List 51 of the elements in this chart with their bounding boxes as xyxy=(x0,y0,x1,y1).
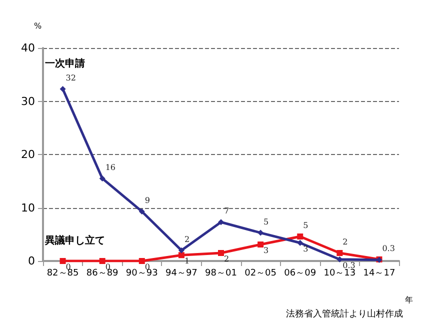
y-tick-label: 10 xyxy=(21,201,35,214)
point xyxy=(178,252,184,258)
data-label: 5 xyxy=(303,221,308,230)
point xyxy=(258,230,264,236)
data-label: 7 xyxy=(224,206,230,216)
data-label: 9 xyxy=(144,196,150,205)
x-tick-label: 06～09 xyxy=(284,268,316,278)
x-tick-label: 14～17 xyxy=(363,268,396,278)
point xyxy=(60,86,66,92)
point xyxy=(258,241,264,248)
data-label: 16 xyxy=(105,162,116,172)
x-tick-label: 10～13 xyxy=(324,268,356,278)
point xyxy=(297,234,304,240)
x-tick-label: 86～89 xyxy=(86,268,119,278)
data-label: 5 xyxy=(264,217,269,226)
x-tick-label: 02～05 xyxy=(244,268,277,278)
x-tick-label: 94～97 xyxy=(165,268,198,278)
point xyxy=(138,258,145,264)
x-tick-label: 98～01 xyxy=(205,268,237,278)
data-label: 3 xyxy=(303,244,308,254)
data-label: 0 xyxy=(66,262,71,272)
data-label: 2 xyxy=(184,234,190,244)
text: 一次申請 xyxy=(44,58,85,70)
data-label: 32 xyxy=(66,74,76,83)
x-tick-label: 90～93 xyxy=(126,268,158,278)
series-label: 異議申し立て xyxy=(44,234,105,246)
point xyxy=(297,240,304,246)
data-label: 2 xyxy=(224,254,230,264)
point xyxy=(138,208,145,214)
y-tick-label: 20 xyxy=(21,148,35,161)
data-label: 2 xyxy=(342,238,348,247)
point xyxy=(99,258,106,264)
point xyxy=(60,258,66,264)
data-label: 0.3 xyxy=(342,260,356,270)
point xyxy=(218,219,224,226)
x-tick-label: 82～85 xyxy=(46,268,79,278)
point xyxy=(178,247,184,254)
data-label: 1 xyxy=(184,256,190,266)
y-tick-label: 30 xyxy=(21,94,35,108)
y-tick-label: 40 xyxy=(21,42,35,54)
point xyxy=(99,175,106,182)
data-label: 0 xyxy=(144,262,150,272)
point xyxy=(218,250,224,256)
y-axis-title: % xyxy=(34,22,42,30)
data-label: 0 xyxy=(105,262,110,272)
y-tick-label: 0 xyxy=(28,254,35,268)
x-axis-title: 年 xyxy=(405,296,413,304)
text: 法務省入管統計より山村作成 xyxy=(286,308,403,320)
data-label: 3 xyxy=(264,246,269,255)
point xyxy=(336,250,343,256)
data-label: 0.3 xyxy=(382,244,395,253)
